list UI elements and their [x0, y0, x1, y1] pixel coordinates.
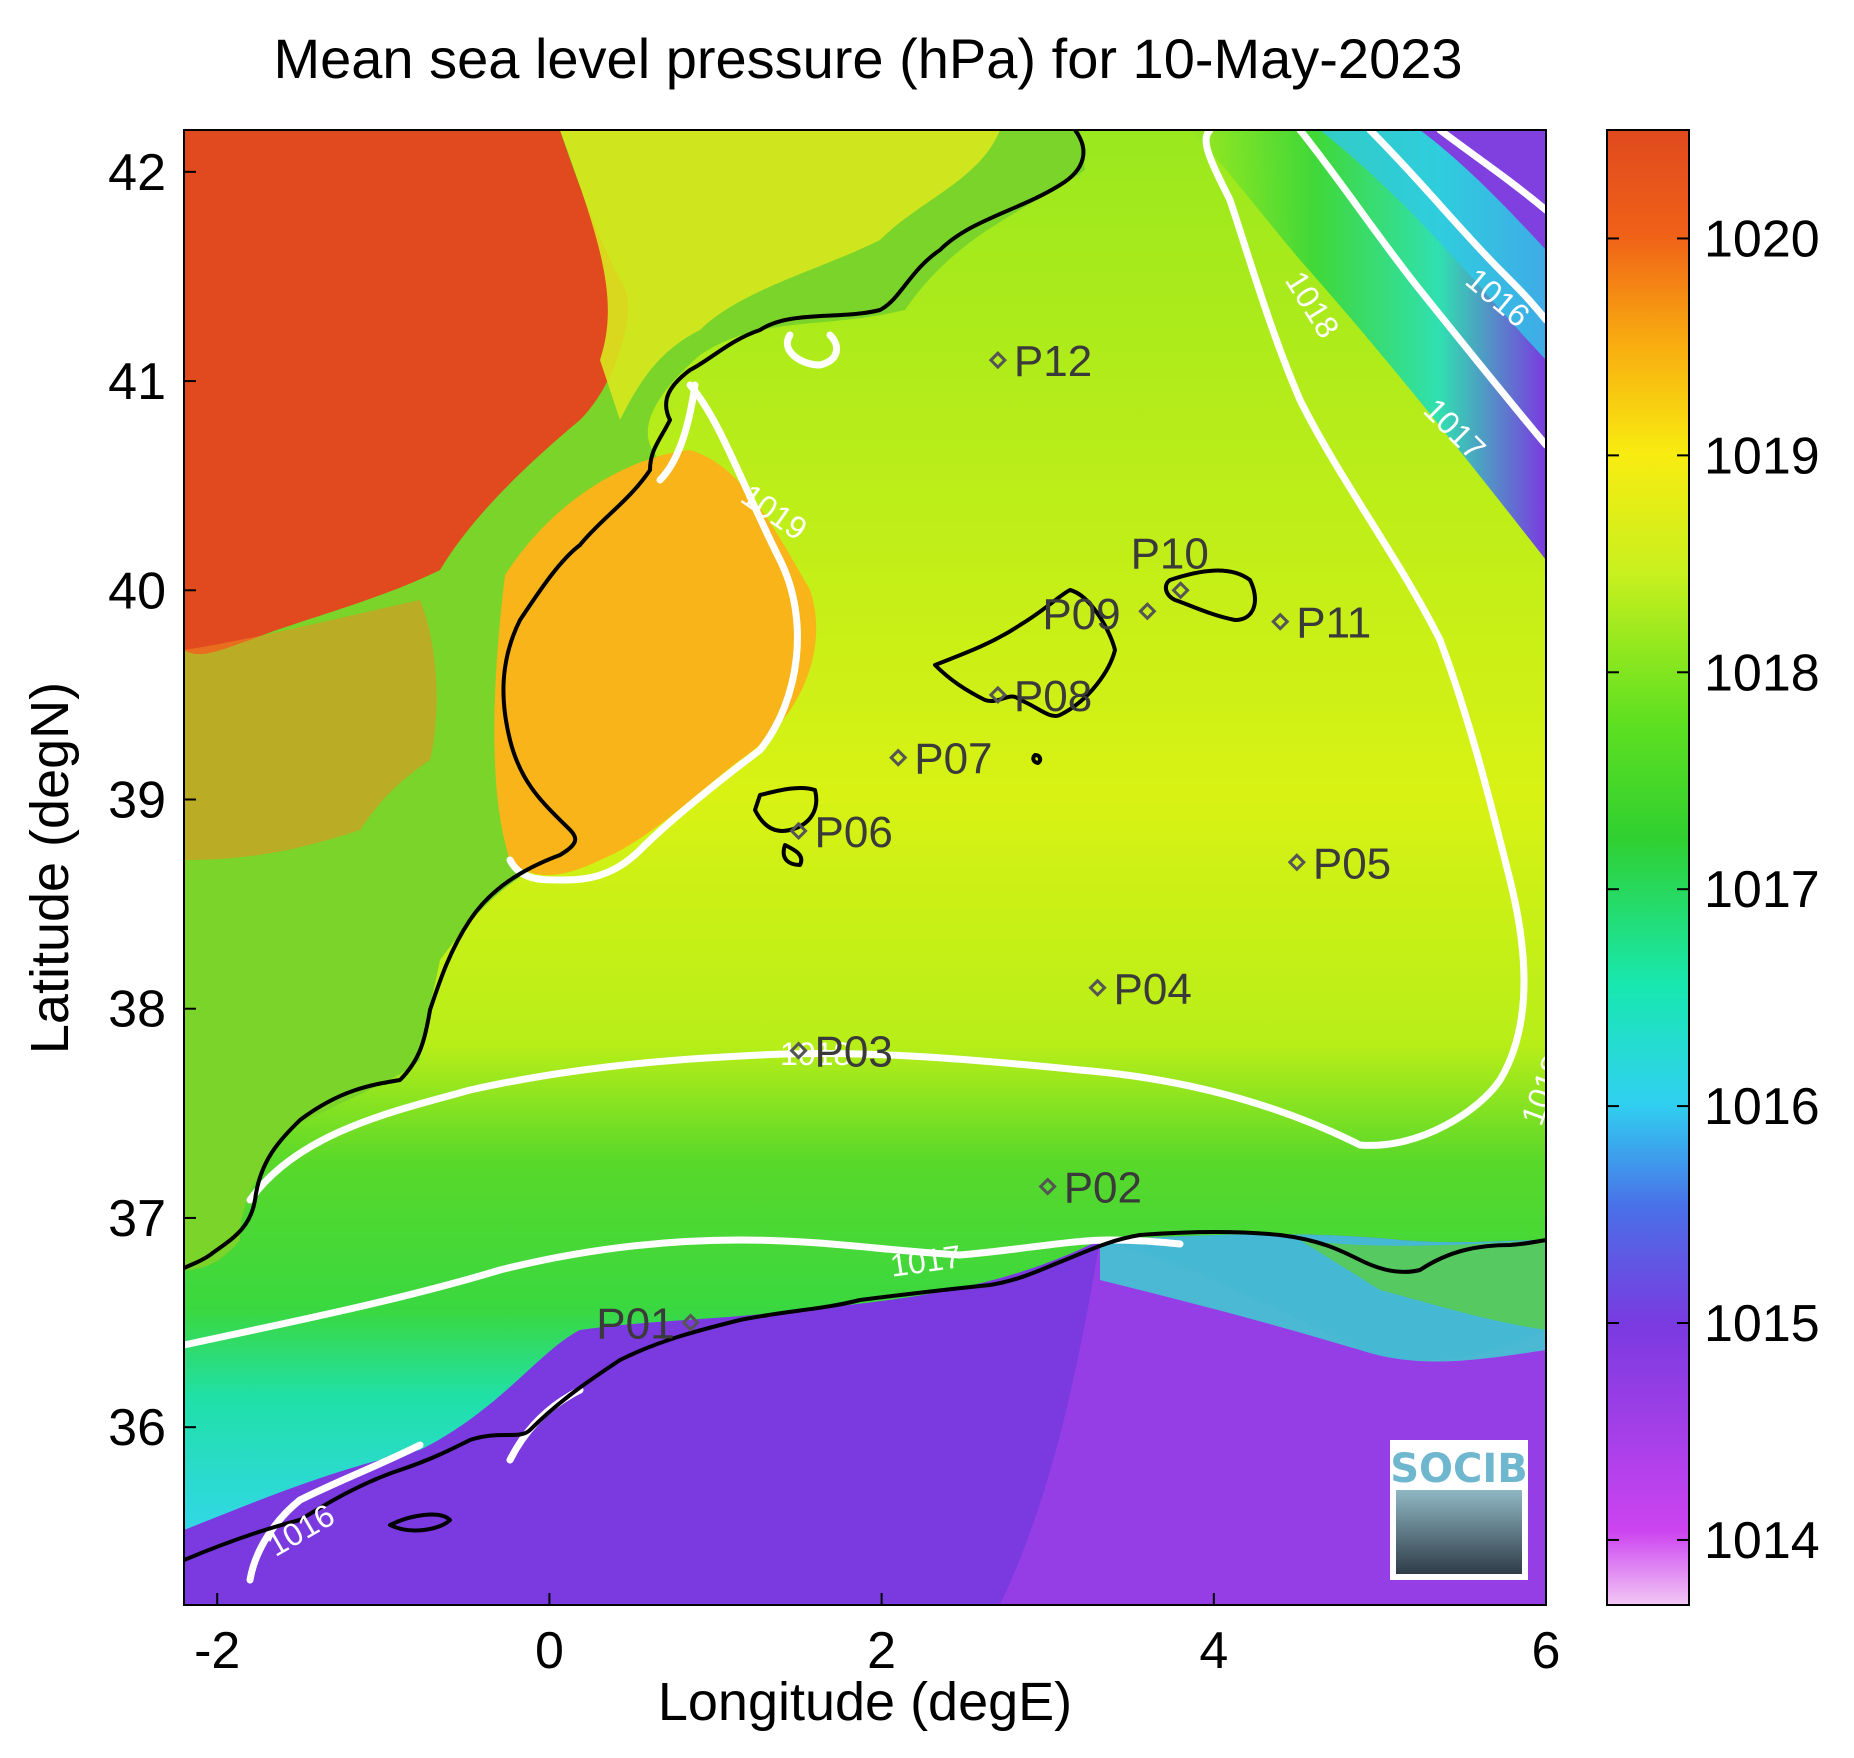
contour-1019-line	[506, 381, 801, 884]
contour-1016-ne	[1366, 130, 1546, 324]
formentera-coast	[781, 843, 804, 867]
colorbar-tick-label: 1015	[1704, 1295, 1820, 1353]
x-tick-label: -2	[194, 1622, 240, 1680]
logo-text: SOCIB	[1390, 1446, 1528, 1492]
station-label: P11	[1296, 599, 1371, 648]
station-label: P12	[1014, 337, 1092, 386]
station-marker[interactable]	[1138, 602, 1157, 621]
alboran-coast	[388, 1512, 452, 1533]
contour-1018-line	[246, 130, 1528, 1204]
colorbar-tick-label: 1020	[1704, 210, 1820, 268]
valencia-high	[494, 450, 817, 875]
station-label: P07	[914, 735, 992, 784]
y-axis-label: Latitude (degN)	[20, 682, 80, 1054]
colorbar-tick-label: 1016	[1704, 1078, 1820, 1136]
y-tick-label: 39	[108, 772, 166, 830]
contour-1016-line	[246, 1441, 424, 1584]
y-tick-label: 41	[108, 353, 166, 411]
map-frame	[183, 129, 1547, 1606]
colorbar-tick-label: 1017	[1704, 861, 1820, 919]
station-label: P09	[1042, 590, 1120, 639]
y-tick-label: 36	[108, 1399, 166, 1457]
station-marker[interactable]	[1287, 853, 1306, 872]
colorbar-ticks: 1014 1015 1016 1017 1018 1019 1020	[1607, 210, 1820, 1570]
map-area: 1019 1018 1018 1018 1017 1017 1016 1016 …	[184, 130, 1546, 1605]
iberia-coast	[184, 130, 1086, 1270]
colorbar-tick-label: 1019	[1704, 427, 1820, 485]
iberia-high	[184, 130, 628, 655]
x-axis-label: Longitude (degE)	[658, 1672, 1072, 1732]
socib-logo: SOCIB	[1390, 1440, 1528, 1580]
coastlines	[184, 130, 1546, 1562]
station-marker[interactable]	[889, 748, 908, 767]
contour-small-loop	[784, 331, 840, 369]
contour-label-1018-mid: 1018	[780, 1036, 851, 1072]
y-tick-label: 40	[108, 562, 166, 620]
africa-coast	[184, 1229, 1546, 1562]
contour-1019-north	[656, 381, 699, 484]
contour-1017-line	[184, 1236, 1184, 1349]
colorbar-tick-label: 1014	[1704, 1512, 1820, 1570]
x-tick-label: 0	[535, 1622, 564, 1680]
mallorca-coast	[933, 588, 1117, 718]
x-tick-label: 4	[1199, 1622, 1228, 1680]
station-marker[interactable]	[988, 685, 1008, 705]
contour-1017-ne	[1296, 130, 1546, 449]
station-marker[interactable]	[988, 351, 1008, 370]
station-label: P01	[596, 1300, 674, 1349]
colorbar: 1014 1015 1016 1017 1018 1019 1020	[1606, 129, 1820, 1606]
iberia-coast-band	[560, 130, 1000, 420]
station-marker[interactable]	[1271, 612, 1290, 631]
x-axis: -2 0 2 4 6	[194, 1593, 1560, 1680]
iberia-highlands	[184, 600, 437, 860]
ne-low-center	[1420, 130, 1546, 250]
station-label: P06	[815, 808, 893, 857]
ibiza-coast	[753, 785, 819, 833]
station-marker[interactable]	[1088, 978, 1107, 997]
menorca-coast	[1163, 568, 1257, 622]
cabrera-coast	[1031, 753, 1043, 765]
station-marker[interactable]	[681, 1313, 700, 1332]
station-label: P10	[1131, 529, 1209, 578]
y-tick-label: 38	[108, 981, 166, 1039]
station-marker[interactable]	[789, 1041, 808, 1060]
x-tick-label: 2	[867, 1622, 896, 1680]
colorbar-tick-label: 1018	[1704, 644, 1820, 702]
station-marker[interactable]	[1171, 581, 1190, 600]
y-axis: 36 37 38 39 40 41 42	[108, 144, 196, 1457]
chart-title: Mean sea level pressure (hPa) for 10-May…	[273, 27, 1462, 90]
colorbar-gradient	[1606, 129, 1690, 1606]
contour-1015-ne	[1436, 130, 1546, 214]
x-tick-label: 6	[1532, 1622, 1561, 1680]
station-label: P04	[1114, 965, 1192, 1014]
station-label: P08	[1014, 672, 1092, 721]
station-label: P02	[1064, 1164, 1142, 1213]
station-label: P05	[1313, 839, 1391, 888]
station-marker[interactable]	[1038, 1177, 1057, 1196]
y-tick-label: 37	[108, 1190, 166, 1248]
station-label: P03	[815, 1028, 893, 1077]
logo-image	[1396, 1490, 1522, 1574]
station-marker[interactable]	[789, 821, 808, 841]
y-tick-label: 42	[108, 144, 166, 202]
